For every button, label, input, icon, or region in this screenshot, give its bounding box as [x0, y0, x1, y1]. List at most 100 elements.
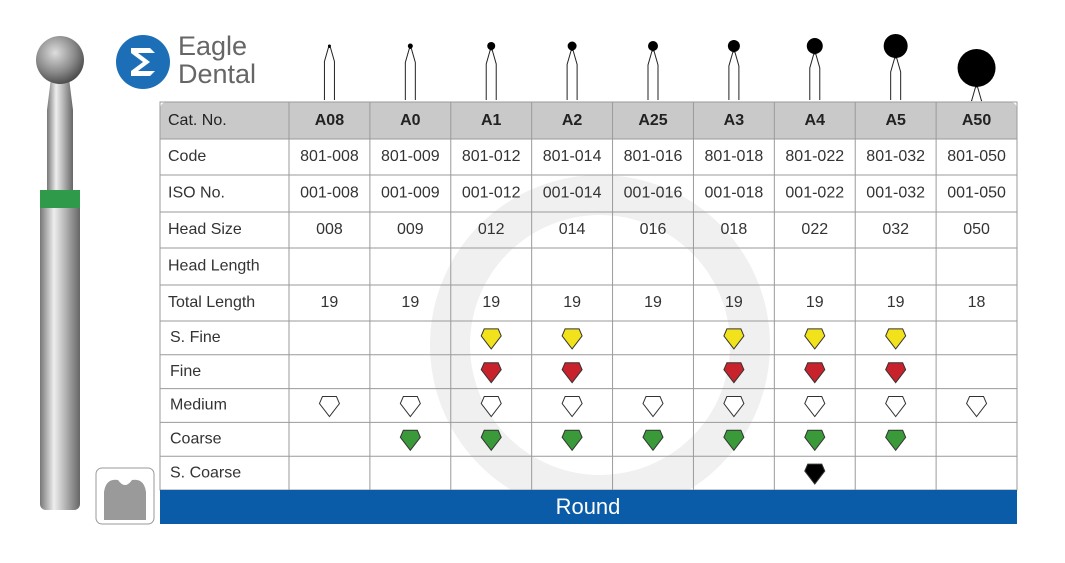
header-cell: A3	[724, 112, 745, 129]
cell: 016	[640, 221, 667, 238]
grit-diamond	[723, 362, 745, 384]
bur-head	[648, 41, 658, 51]
cell: 801-050	[947, 148, 1006, 165]
grit-diamond	[480, 362, 502, 384]
grit-diamond	[561, 328, 583, 350]
bur-stem	[566, 50, 578, 100]
grit-label: S. Coarse	[170, 464, 241, 481]
cell: 001-018	[705, 185, 764, 202]
cell: 19	[321, 294, 339, 311]
cell: 014	[559, 221, 586, 238]
tooth-icon	[95, 467, 155, 525]
grit-diamond	[723, 328, 745, 350]
cell: 19	[725, 294, 743, 311]
cell: 19	[482, 294, 500, 311]
header-label: Cat. No.	[168, 112, 227, 129]
header-cell: A50	[962, 112, 991, 129]
bur-stem	[971, 86, 983, 102]
grit-diamond	[885, 362, 907, 384]
bur-stem	[809, 53, 821, 100]
cell: 050	[963, 221, 990, 238]
cell: 19	[644, 294, 662, 311]
header-cell: A4	[805, 112, 826, 129]
cell: 801-012	[462, 148, 521, 165]
cell: 001-016	[624, 185, 683, 202]
footer-bar	[160, 490, 1017, 524]
header-cell: A5	[885, 112, 906, 129]
cell: 801-008	[300, 148, 359, 165]
grit-diamond	[723, 429, 745, 452]
bur-head	[883, 34, 908, 58]
cell: 18	[968, 294, 986, 311]
bur-head	[407, 43, 413, 49]
row-label: Code	[168, 148, 206, 165]
cell: 009	[397, 221, 424, 238]
grit-diamond	[804, 396, 826, 418]
cell: 001-012	[462, 185, 521, 202]
cell: 19	[806, 294, 824, 311]
grit-diamond	[399, 396, 421, 418]
grit-diamond	[480, 396, 502, 418]
grit-diamond	[480, 328, 502, 350]
grit-diamond	[642, 396, 664, 418]
logo: Eagle Dental	[116, 31, 256, 89]
grit-diamond	[885, 328, 907, 350]
header-bg	[160, 102, 1017, 139]
cell: 801-009	[381, 148, 440, 165]
cell: 012	[478, 221, 505, 238]
cell: 801-022	[785, 148, 844, 165]
bur-head	[327, 44, 331, 48]
footer-label: Round	[556, 494, 621, 519]
grit-diamond	[804, 429, 826, 452]
grit-label: Fine	[170, 363, 201, 380]
cell: 032	[882, 221, 909, 238]
bur-stem	[728, 51, 740, 100]
cell: 001-050	[947, 185, 1006, 202]
bur-stem	[890, 57, 902, 100]
grit-diamond	[561, 396, 583, 418]
grit-diamond	[561, 362, 583, 384]
cell: 801-032	[866, 148, 925, 165]
grit-label: S. Fine	[170, 329, 221, 346]
bur-head	[806, 38, 823, 54]
header-cell: A1	[481, 112, 502, 129]
grit-diamond	[804, 362, 826, 384]
cell: 022	[801, 221, 828, 238]
grit-label: Medium	[170, 397, 227, 414]
header-cell: A2	[562, 112, 583, 129]
bur-stem	[404, 48, 416, 100]
cell: 008	[316, 221, 343, 238]
cell: 001-032	[866, 185, 925, 202]
bur-stem	[485, 49, 497, 100]
cell: 001-014	[543, 185, 602, 202]
grit-diamond	[318, 396, 341, 418]
grit-diamond	[399, 429, 421, 452]
cell: 801-014	[543, 148, 602, 165]
cell: 001-022	[785, 185, 844, 202]
brand-line2: Dental	[178, 59, 256, 89]
bur-image	[36, 36, 84, 510]
watermark	[430, 175, 770, 515]
bur-head	[487, 42, 496, 50]
spec-table: Cat. No. A08 A0 A1 A2 A25 A3 A4 A5 A50 Code 801-008…	[159, 34, 1018, 515]
grit-diamond	[804, 463, 826, 485]
grit-diamond	[885, 396, 907, 418]
header-cell: A08	[315, 112, 344, 129]
row-label: Head Size	[168, 221, 242, 238]
grit-diamond	[965, 396, 988, 418]
bur-head	[567, 41, 577, 51]
header-cell: A0	[400, 112, 421, 129]
cell: 001-009	[381, 185, 440, 202]
row-label: Total Length	[168, 294, 255, 311]
cell: 801-016	[624, 148, 683, 165]
brand-line1: Eagle	[178, 31, 247, 61]
grit-diamond	[804, 328, 826, 350]
bur-stem	[647, 50, 659, 100]
grit-diamond	[642, 429, 664, 452]
label-col-bg	[160, 139, 289, 490]
row-label: Head Length	[168, 258, 260, 275]
grit-diamond	[723, 396, 745, 418]
grit-diamond	[480, 429, 502, 452]
